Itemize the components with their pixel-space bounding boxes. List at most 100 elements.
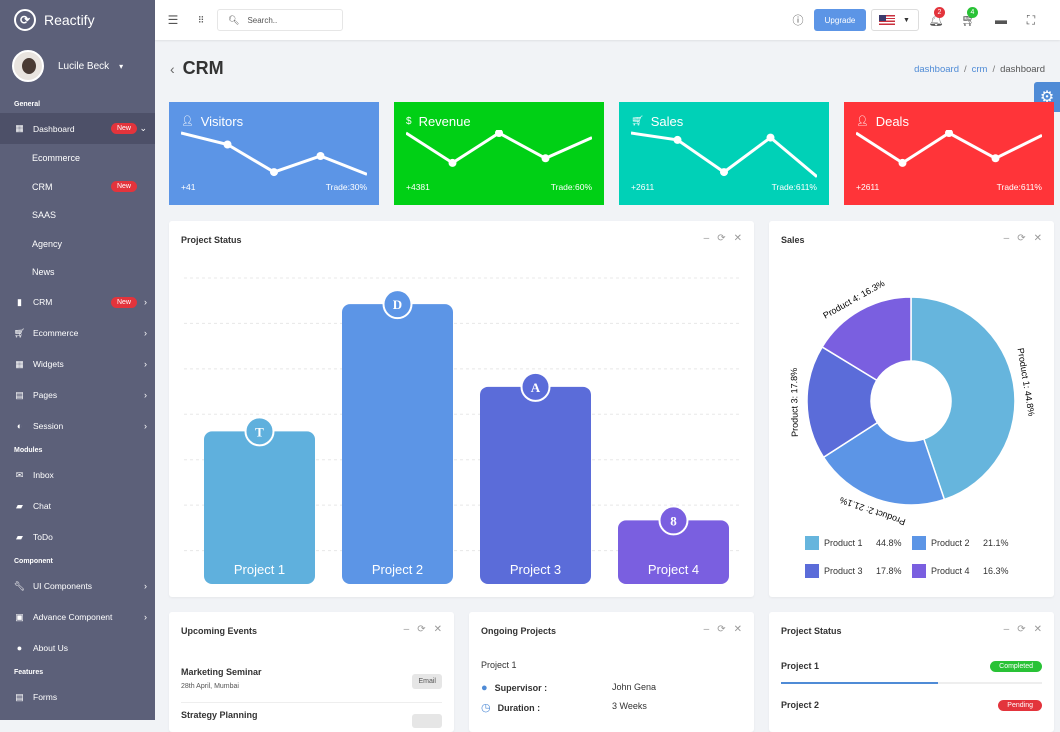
stat-value: +41 xyxy=(181,182,196,192)
stat-title-text: Deals xyxy=(875,114,909,129)
card-title: Project Status xyxy=(781,626,842,636)
divider xyxy=(181,702,442,703)
user-plus-icon: 👤︎ xyxy=(181,116,194,127)
sidebar-item-forms[interactable]: ▤ Forms xyxy=(0,682,155,713)
card-controls: – ⟳ ✕ xyxy=(1004,624,1042,635)
apps-icon[interactable]: ⠿ xyxy=(197,14,205,25)
stat-trade: Trade:611% xyxy=(996,182,1042,192)
supervisor-row: ● Supervisor : xyxy=(481,682,547,694)
sidebar-sub-ecommerce[interactable]: Ecommerce xyxy=(32,153,81,164)
chevron-down-icon: ⌄ xyxy=(139,123,147,133)
minimize-icon[interactable]: – xyxy=(703,624,710,635)
language-select[interactable]: ▼ xyxy=(871,9,919,31)
sidebar-item-crm[interactable]: ▮ CRM New › xyxy=(0,287,155,318)
refresh-icon[interactable]: ⟳ xyxy=(717,624,726,635)
close-icon[interactable]: ✕ xyxy=(433,624,442,635)
sidebar-item-widgets[interactable]: ▦ Widgets › xyxy=(0,349,155,380)
stat-title: 👤︎ Deals xyxy=(856,114,1042,129)
sidebar-item-about[interactable]: ● About Us xyxy=(0,633,155,664)
refresh-icon[interactable]: ⟳ xyxy=(417,624,426,635)
minimize-icon[interactable]: – xyxy=(1003,624,1010,635)
sidebar-item-chat[interactable]: ▰ Chat xyxy=(0,491,155,522)
section-features: Features xyxy=(14,669,44,676)
breadcrumb-crm[interactable]: crm xyxy=(971,64,988,75)
avatar xyxy=(12,50,44,82)
sparkline-point xyxy=(541,154,550,163)
bar[interactable] xyxy=(480,386,591,584)
chevron-right-icon: › xyxy=(144,390,147,400)
brand[interactable]: ⟳ Reactify xyxy=(0,0,155,40)
sidebar-item-ui-components[interactable]: 🔧︎ UI Components › xyxy=(0,571,155,602)
pie-slice[interactable] xyxy=(910,296,1016,501)
sparkline-point xyxy=(898,158,907,167)
minimize-icon[interactable]: – xyxy=(1003,233,1010,244)
card-title: Project Status xyxy=(181,235,242,245)
sidebar-item-pages[interactable]: ▤ Pages › xyxy=(0,380,155,411)
menu-icon[interactable]: ☰ xyxy=(167,13,179,27)
event-title: Strategy Planning xyxy=(181,710,258,720)
sidebar-sub-news[interactable]: News xyxy=(32,267,55,278)
refresh-icon[interactable]: ⟳ xyxy=(1017,624,1026,635)
chevron-right-icon: › xyxy=(144,581,147,591)
chevron-left-icon[interactable]: ‹ xyxy=(170,60,175,77)
project-status-list-card: Project Status – ⟳ ✕ Project 1 Completed P… xyxy=(769,612,1054,732)
bar[interactable] xyxy=(618,520,729,584)
chat-icon[interactable]: ▬ xyxy=(995,13,1007,27)
section-component: Component xyxy=(14,558,53,565)
search-input[interactable]: 🔍︎ Search.. xyxy=(217,9,343,31)
info-icon[interactable]: ⓘ xyxy=(792,15,804,27)
new-badge: New xyxy=(110,123,137,134)
legend-swatch xyxy=(805,536,819,550)
bar[interactable] xyxy=(342,304,453,584)
sparkline-point xyxy=(720,168,728,177)
close-icon[interactable]: ✕ xyxy=(1033,624,1042,635)
clock-icon: ◷ xyxy=(481,702,491,714)
bar[interactable] xyxy=(204,431,315,584)
sparkline xyxy=(631,131,817,178)
sidebar-item-ecommerce[interactable]: 🛒︎ Ecommerce › xyxy=(0,318,155,349)
sidebar-item-todo[interactable]: ▰ ToDo xyxy=(0,522,155,553)
breadcrumb-separator: / xyxy=(963,64,967,75)
refresh-icon[interactable]: ⟳ xyxy=(1017,233,1026,244)
sidebar-sub-saas[interactable]: SAAS xyxy=(32,210,57,221)
close-icon[interactable]: ✕ xyxy=(733,233,742,244)
sidebar-item-session[interactable]: ◐ Session › xyxy=(0,411,155,442)
sparkline-point xyxy=(991,154,1000,163)
sidebar-sub-agency[interactable]: Agency xyxy=(32,238,63,249)
stat-trade: Trade:611% xyxy=(771,182,817,192)
supervisor-label: Supervisor : xyxy=(494,683,548,693)
close-icon[interactable]: ✕ xyxy=(733,624,742,635)
email-tag[interactable]: Email xyxy=(412,674,442,689)
minimize-icon[interactable]: – xyxy=(403,624,410,635)
sparkline-point xyxy=(945,130,953,137)
breadcrumb-dashboard[interactable]: dashboard xyxy=(914,64,959,75)
upgrade-button[interactable]: Upgrade xyxy=(814,9,866,31)
event-tag[interactable] xyxy=(412,714,442,728)
card-controls: – ⟳ ✕ xyxy=(704,624,742,635)
sidebar-item-inbox[interactable]: ✉ Inbox xyxy=(0,460,155,491)
sidebar-item-label: Chat xyxy=(33,501,51,511)
sidebar-item-advance-component[interactable]: ▣ Advance Component › xyxy=(0,602,155,633)
pie-slice[interactable] xyxy=(806,345,879,459)
page-title-text: CRM xyxy=(182,58,224,78)
stat-title: 👤︎ Visitors xyxy=(181,114,367,129)
sidebar-sub-crm[interactable]: CRM New xyxy=(0,173,155,202)
bar-marker xyxy=(244,416,275,447)
grid-icon: ▦ xyxy=(15,123,24,133)
fullscreen-icon[interactable]: ⛶ xyxy=(1026,12,1036,27)
breadcrumb-current: dashboard xyxy=(1000,64,1045,75)
user-menu[interactable]: Lucile Beck ▾ xyxy=(0,40,155,92)
refresh-icon[interactable]: ⟳ xyxy=(717,233,726,244)
bar-marker xyxy=(658,505,689,536)
session-icon: ◐ xyxy=(16,421,23,431)
pie-slice[interactable] xyxy=(822,421,946,506)
status-project-name: Project 2 xyxy=(781,700,820,710)
sidebar-item-dashboard[interactable]: ▦ Dashboard New ⌄ xyxy=(0,113,155,144)
status-project-name: Project 1 xyxy=(781,661,820,671)
wrench-icon: 🔧︎ xyxy=(13,580,26,591)
minimize-icon[interactable]: – xyxy=(703,233,710,244)
pie-slice[interactable] xyxy=(821,296,912,382)
close-icon[interactable]: ✕ xyxy=(1033,233,1042,244)
legend-swatch xyxy=(912,536,926,550)
